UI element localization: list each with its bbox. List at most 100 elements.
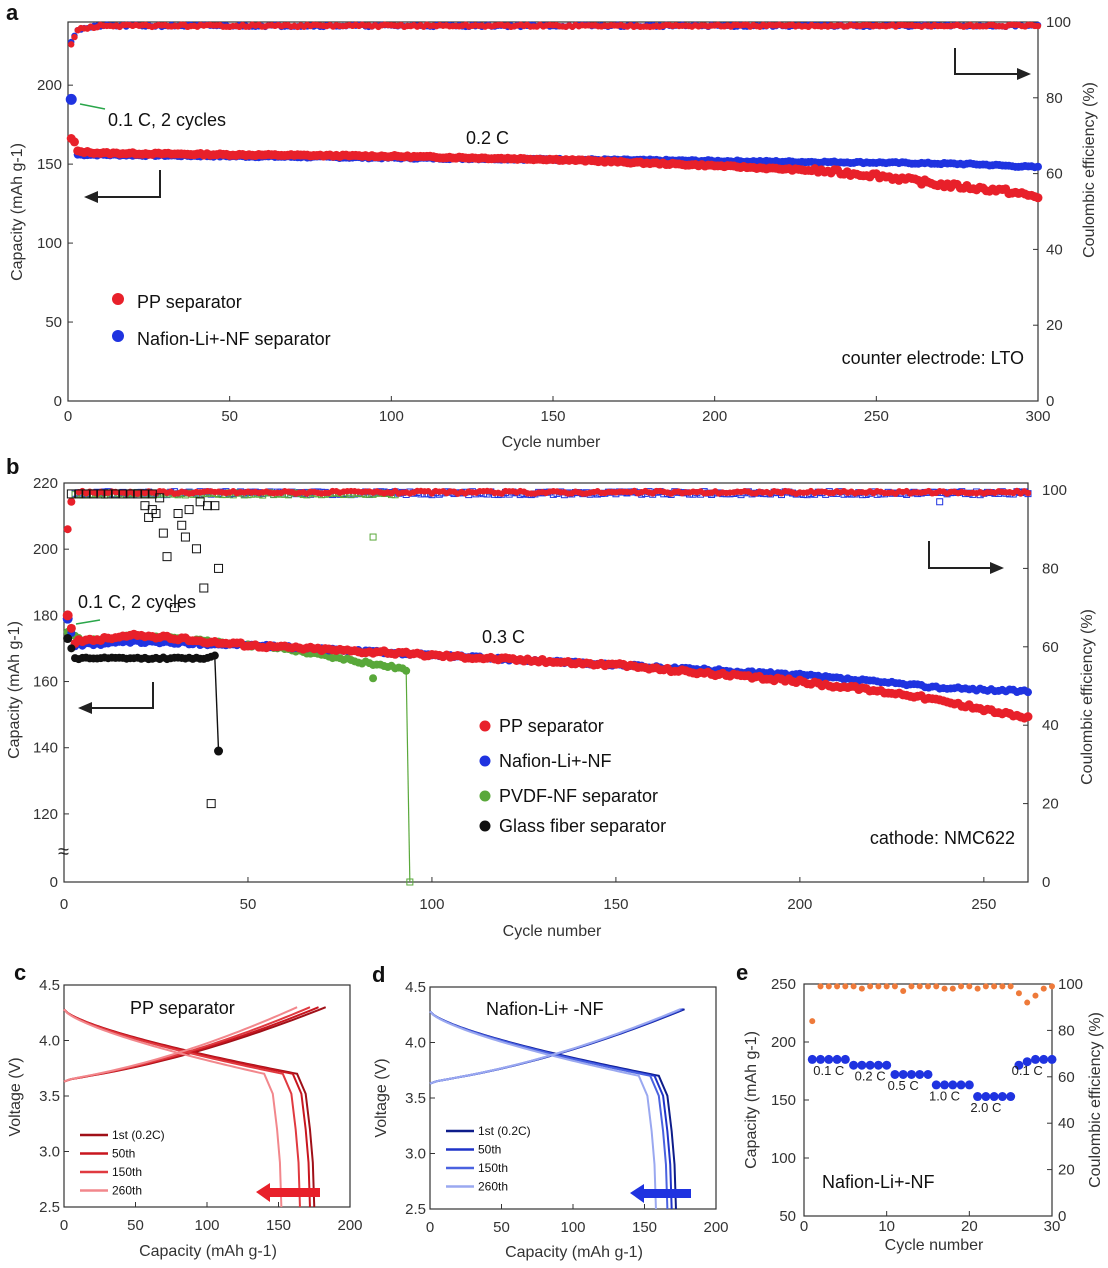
- d-discharge-curve: [429, 1010, 677, 1210]
- panel-e-label: e: [736, 960, 748, 985]
- a-ytick-left-label: 200: [37, 77, 62, 94]
- b-cap-glass-point: [210, 651, 219, 660]
- d-legend-label: 150th: [478, 1161, 508, 1175]
- panel-e-title: Nafion-Li+-NF: [822, 1172, 935, 1192]
- c-discharge-curve: [63, 1008, 283, 1208]
- e-cap-point: [1014, 1060, 1024, 1070]
- e-cap-point: [948, 1080, 958, 1090]
- panel-e-rate-labels: 0.1 C 0.2 C0.5 C 1.0 C 2.0 C 0.1 C: [813, 1063, 1042, 1115]
- panel-c-xticks: 0 50 100 150 200: [60, 1202, 363, 1234]
- b-ce-glass-point: [184, 505, 194, 515]
- b-ce-glass-point: [155, 493, 165, 503]
- b-ce-glass-point: [133, 489, 143, 499]
- a-xtick-label: 50: [221, 408, 238, 425]
- panel-b-rate1-annotation: 0.1 C, 2 cycles: [78, 592, 196, 612]
- panel-b-cathode-annotation: cathode: NMC622: [870, 828, 1015, 848]
- b-ytick-left-label: 200: [33, 541, 58, 558]
- b-ce-nafion-point: [936, 498, 944, 506]
- e-ce-point: [825, 983, 832, 990]
- e-ce-point: [925, 983, 931, 990]
- panel-d-xlabel: Capacity (mAh g-1): [505, 1244, 643, 1261]
- panel-c-yticks: 2.5 3.0 3.5 4.0 4.5: [39, 977, 69, 1216]
- e-cap-point: [1039, 1054, 1049, 1064]
- e-cap-point: [840, 1054, 850, 1064]
- panel-a-left-arrowhead: [84, 191, 98, 203]
- b-ce-glass-point: [88, 489, 98, 499]
- a-ytick-right-label: 40: [1046, 241, 1063, 258]
- panel-b-frame: [63, 482, 1029, 883]
- b-ce-glass-point: [144, 512, 154, 522]
- d-ytick-label: 4.5: [405, 979, 426, 996]
- c-charge-curve: [63, 1006, 327, 1083]
- d-legend-label: 1st (0.2C): [478, 1124, 531, 1138]
- c-discharge-curve: [63, 1008, 316, 1208]
- e-ce-point: [817, 983, 824, 990]
- e-ce-point: [858, 985, 865, 992]
- a-xtick-label: 150: [540, 408, 565, 425]
- b-ce-pp-point: [63, 525, 72, 534]
- e-cap-point: [882, 1060, 892, 1070]
- b-ce-glass-point: [66, 489, 76, 499]
- e-ce-point: [982, 983, 989, 990]
- d-discharge-curve: [429, 1010, 657, 1210]
- panel-e-xlabel: Cycle number: [885, 1237, 984, 1254]
- b-ce-glass-point: [169, 603, 179, 613]
- panel-e: e 0 10 20 30 50 100 150 200 250 0 20 40 60 80 100 0.…: [736, 960, 1104, 1254]
- a-ytick-left-label: 50: [45, 314, 62, 331]
- e-ytick-right-label: 0: [1058, 1208, 1066, 1225]
- b-xtick-label: 100: [419, 896, 444, 913]
- e-cap-point: [816, 1054, 826, 1064]
- panel-c-label: c: [14, 960, 26, 985]
- e-cap-point: [906, 1069, 916, 1079]
- e-rate-label: 0.2 C: [855, 1069, 886, 1084]
- panel-a: a 0 50 100 150 200 250 300 0 50 100 150 200 0 20 40 6…: [6, 0, 1098, 451]
- e-cap-point: [1047, 1054, 1057, 1064]
- b-ce-glass-point: [210, 501, 220, 511]
- c-discharge-curve: [63, 1008, 301, 1208]
- a-ce-pp-point: [68, 41, 75, 48]
- e-ce-point: [1015, 990, 1022, 997]
- panel-a-ylabel-right: Coulombic efficiency (%): [1081, 82, 1098, 258]
- panel-c-frame: [63, 984, 351, 1208]
- panel-a-legend-nafion-marker: [112, 330, 124, 342]
- a-xtick-label: 0: [64, 408, 72, 425]
- panel-a-ylabel-left: Capacity (mAh g-1): [9, 143, 26, 281]
- panel-b-yticks-right: 0 20 40 60 80 100: [1023, 482, 1067, 891]
- e-ytick-left-label: 200: [771, 1034, 796, 1051]
- e-rate-label: 0.1 C: [813, 1063, 844, 1078]
- e-ce-point: [991, 983, 998, 990]
- d-xtick-label: 0: [426, 1219, 434, 1236]
- e-ytick-right-label: 40: [1058, 1115, 1075, 1132]
- panel-b-right-axis-arrow: [928, 541, 997, 569]
- b-cap-pvdf-drop: [405, 671, 411, 883]
- panel-c-legend: 1st (0.2C) 50th 150th 260th: [80, 1128, 165, 1198]
- e-xtick-label: 20: [961, 1218, 978, 1235]
- a-ce-pp-point: [1034, 22, 1042, 30]
- panel-b-left-axis-arrow: [84, 682, 154, 709]
- c-discharge-curve: [63, 1008, 311, 1208]
- panel-b-legend-nafion-marker: [479, 755, 491, 767]
- e-cap-point: [997, 1092, 1007, 1102]
- a-ytick-right-label: 0: [1046, 393, 1054, 410]
- panel-b-legend-pp: PP separator: [499, 716, 604, 736]
- e-cap-point: [981, 1092, 991, 1102]
- e-cap-point: [1006, 1092, 1016, 1102]
- b-ce-glass-point: [96, 489, 106, 499]
- e-cap-point: [973, 1092, 983, 1102]
- e-ytick-left-label: 150: [771, 1092, 796, 1109]
- e-ytick-left-label: 100: [771, 1150, 796, 1167]
- panel-a-right-arrowhead: [1017, 68, 1031, 80]
- e-ce-point: [999, 983, 1006, 990]
- panel-a-rate2-annotation: 0.2 C: [466, 128, 509, 148]
- panel-a-legend-pp: PP separator: [137, 292, 242, 312]
- panel-a-label: a: [6, 0, 19, 25]
- b-ce-glass-point: [81, 489, 91, 499]
- b-ce-glass-point: [173, 509, 183, 519]
- a-cap-nafion-point: [1034, 162, 1042, 171]
- panel-b-marks: [62, 487, 1033, 886]
- e-ce-point: [1007, 983, 1014, 990]
- a-ytick-right-label: 80: [1046, 90, 1063, 107]
- d-xtick-label: 100: [560, 1219, 585, 1236]
- b-ce-pvdf-point: [369, 533, 377, 541]
- e-cap-point: [898, 1069, 908, 1079]
